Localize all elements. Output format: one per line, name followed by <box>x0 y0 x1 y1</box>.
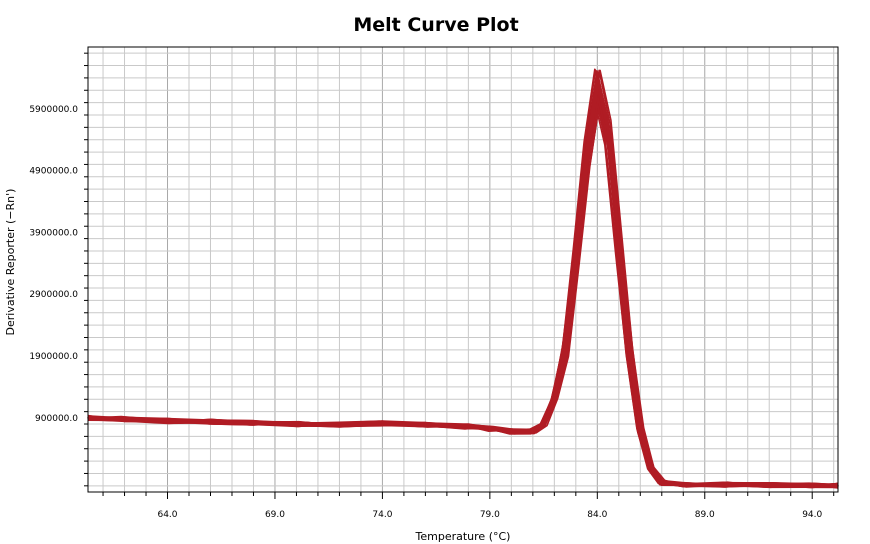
melt-curve-point <box>618 237 620 240</box>
melt-curve-point <box>252 421 255 424</box>
melt-curve-point <box>553 398 556 401</box>
y-axis-label: Derivative Reporter (−Rn') <box>4 189 17 336</box>
x-tick-label: 89.0 <box>695 510 715 520</box>
melt-curve-point <box>596 77 599 79</box>
x-axis-label: Temperature (°C) <box>415 530 511 543</box>
melt-curve-point <box>532 430 534 433</box>
chart-title: Melt Curve Plot <box>353 14 518 36</box>
melt-curves <box>87 68 839 489</box>
melt-curve-point <box>424 423 427 426</box>
melt-curve-point <box>725 483 728 486</box>
melt-curve-point <box>166 420 169 422</box>
melt-curve-point <box>811 484 814 487</box>
melt-curve-point <box>123 418 126 420</box>
melt-curve-point <box>682 483 685 486</box>
x-axis: 64.0 69.0 74.0 79.0 84.0 89.0 94.0 <box>102 492 835 520</box>
melt-curve-point <box>660 481 663 484</box>
melt-curve-point <box>209 420 212 423</box>
melt-curve-point <box>467 425 470 428</box>
x-tick-label: 94.0 <box>802 510 822 520</box>
melt-curve-point <box>585 151 588 153</box>
y-axis: 900000.0 1900000.0 2900000.0 3900000.0 49000… <box>29 52 88 487</box>
melt-curve-point <box>650 466 652 469</box>
plot-frame <box>87 46 839 493</box>
x-tick-label: 64.0 <box>157 510 177 520</box>
y-tick-label: 1900000.0 <box>29 352 78 362</box>
y-tick-label: 5900000.0 <box>29 105 78 115</box>
y-tick-label: 3900000.0 <box>29 228 78 238</box>
melt-curve-point <box>639 429 642 431</box>
melt-curve-point <box>510 430 513 433</box>
melt-curve-point <box>575 256 577 258</box>
plot-area <box>88 47 838 492</box>
melt-curve-point <box>607 126 609 129</box>
melt-curve-point <box>768 484 771 487</box>
melt-curve-point <box>564 349 566 351</box>
melt-curve-point <box>295 423 298 425</box>
x-tick-label: 79.0 <box>480 510 500 520</box>
y-tick-label: 900000.0 <box>35 414 78 424</box>
x-tick-label: 84.0 <box>587 510 607 520</box>
melt-curve-point <box>489 428 491 430</box>
x-tick-label: 74.0 <box>372 510 392 520</box>
melt-curve-point <box>628 349 631 351</box>
melt-curve-point <box>542 423 545 425</box>
melt-curve-point <box>381 422 384 425</box>
x-tick-label: 69.0 <box>265 510 285 520</box>
y-tick-label: 4900000.0 <box>29 167 78 177</box>
melt-curve-point <box>338 423 341 426</box>
y-tick-label: 2900000.0 <box>29 290 78 300</box>
melt-curve-series <box>87 76 839 488</box>
